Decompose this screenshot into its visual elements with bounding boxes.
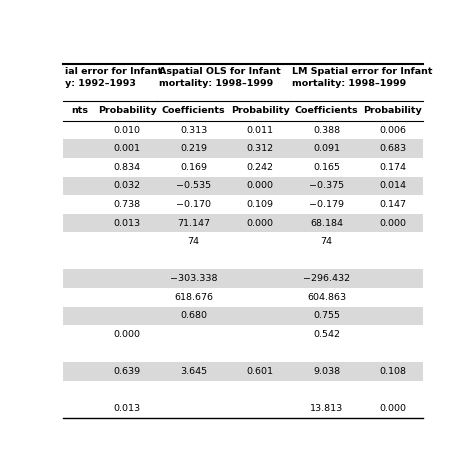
Text: 0.000: 0.000 xyxy=(379,219,406,228)
Text: 0.165: 0.165 xyxy=(313,163,340,172)
Text: 0.032: 0.032 xyxy=(114,182,141,191)
Text: 9.038: 9.038 xyxy=(313,367,340,376)
Text: 0.006: 0.006 xyxy=(379,126,406,135)
Bar xyxy=(63,325,423,344)
Text: 0.091: 0.091 xyxy=(313,144,340,153)
Bar xyxy=(63,363,423,381)
Text: 0.680: 0.680 xyxy=(180,311,207,320)
Text: 0.219: 0.219 xyxy=(180,144,207,153)
Text: −303.338: −303.338 xyxy=(170,274,218,283)
Text: 0.000: 0.000 xyxy=(114,330,141,339)
Text: 0.014: 0.014 xyxy=(379,182,406,191)
Text: 0.388: 0.388 xyxy=(313,126,340,135)
Text: 0.109: 0.109 xyxy=(246,200,273,209)
Text: 604.863: 604.863 xyxy=(307,293,346,302)
Text: 618.676: 618.676 xyxy=(174,293,213,302)
Text: 74: 74 xyxy=(320,237,332,246)
Text: 3.645: 3.645 xyxy=(180,367,207,376)
Bar xyxy=(63,158,423,176)
Bar xyxy=(63,121,423,139)
Bar xyxy=(63,195,423,214)
Text: 0.542: 0.542 xyxy=(313,330,340,339)
Text: 0.683: 0.683 xyxy=(379,144,407,153)
Text: 0.738: 0.738 xyxy=(114,200,141,209)
Bar xyxy=(63,176,423,195)
Text: 0.242: 0.242 xyxy=(246,163,273,172)
Text: nts: nts xyxy=(72,106,89,115)
Text: 0.000: 0.000 xyxy=(246,182,273,191)
Text: −0.375: −0.375 xyxy=(309,182,344,191)
Bar xyxy=(63,64,423,100)
Text: −296.432: −296.432 xyxy=(303,274,350,283)
Bar xyxy=(63,270,423,288)
Text: 0.011: 0.011 xyxy=(246,126,273,135)
Text: Aspatial OLS for Infant
mortality: 1998–1999: Aspatial OLS for Infant mortality: 1998–… xyxy=(159,67,281,88)
Text: 0.001: 0.001 xyxy=(114,144,141,153)
Text: 0.601: 0.601 xyxy=(246,367,273,376)
Text: 0.169: 0.169 xyxy=(180,163,207,172)
Text: 0.834: 0.834 xyxy=(114,163,141,172)
Text: ial error for Infant
y: 1992–1993: ial error for Infant y: 1992–1993 xyxy=(65,67,162,88)
Text: 0.174: 0.174 xyxy=(379,163,406,172)
Bar xyxy=(63,400,423,418)
Bar xyxy=(63,214,423,232)
Text: Probability: Probability xyxy=(364,106,422,115)
Text: 74: 74 xyxy=(188,237,200,246)
Text: 13.813: 13.813 xyxy=(310,404,343,413)
Text: Probability: Probability xyxy=(98,106,156,115)
Text: 0.147: 0.147 xyxy=(379,200,406,209)
Bar xyxy=(63,381,423,400)
Text: 0.108: 0.108 xyxy=(379,367,406,376)
Text: 0.010: 0.010 xyxy=(114,126,141,135)
Text: 0.013: 0.013 xyxy=(114,404,141,413)
Text: −0.170: −0.170 xyxy=(176,200,211,209)
Bar xyxy=(63,307,423,325)
Bar xyxy=(63,139,423,158)
Text: 0.000: 0.000 xyxy=(246,219,273,228)
Text: 0.000: 0.000 xyxy=(379,404,406,413)
Bar xyxy=(63,251,423,270)
Text: −0.535: −0.535 xyxy=(176,182,211,191)
Bar xyxy=(63,232,423,251)
Text: 0.312: 0.312 xyxy=(246,144,273,153)
Bar xyxy=(63,344,423,363)
Text: LM Spatial error for Infant
mortality: 1998–1999: LM Spatial error for Infant mortality: 1… xyxy=(292,67,432,88)
Text: 0.013: 0.013 xyxy=(114,219,141,228)
Bar xyxy=(63,100,423,121)
Text: 68.184: 68.184 xyxy=(310,219,343,228)
Text: 71.147: 71.147 xyxy=(177,219,210,228)
Text: −0.179: −0.179 xyxy=(309,200,344,209)
Bar xyxy=(63,288,423,307)
Text: 0.639: 0.639 xyxy=(114,367,141,376)
Text: 0.755: 0.755 xyxy=(313,311,340,320)
Text: Probability: Probability xyxy=(231,106,290,115)
Text: Coefficients: Coefficients xyxy=(162,106,226,115)
Text: 0.313: 0.313 xyxy=(180,126,207,135)
Text: Coefficients: Coefficients xyxy=(295,106,358,115)
